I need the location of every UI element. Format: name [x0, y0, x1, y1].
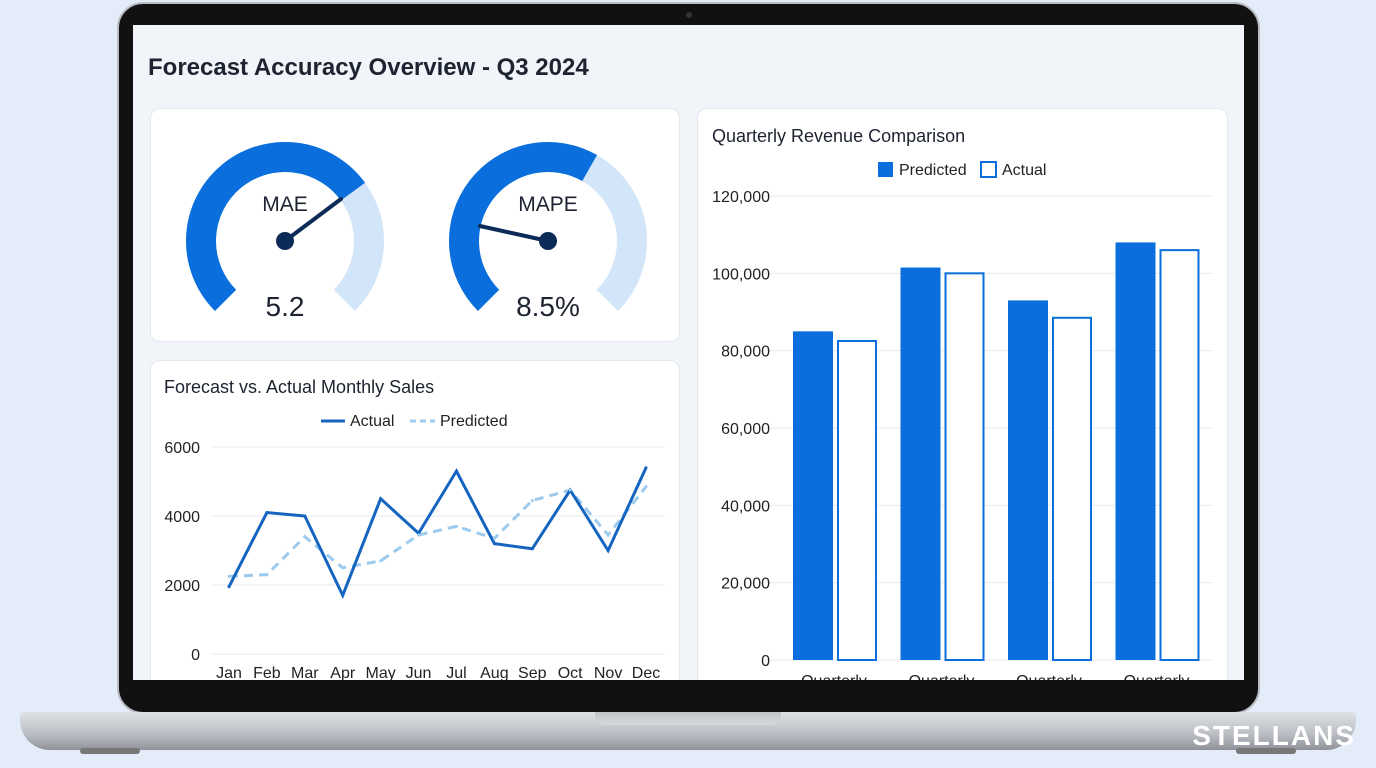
x-tick-label: Oct [558, 665, 583, 680]
needle-hub [276, 232, 294, 250]
actual-point [606, 549, 610, 552]
x-tick-label: Jan [216, 665, 242, 680]
y-tick-label: 6000 [164, 440, 200, 457]
bar-chart: 120,000 100,000 80,000 60,000 40,000 20,000 0 Q… [712, 189, 1212, 680]
x-tick-label: Mar [291, 665, 319, 680]
gauge-value: 8.5% [516, 291, 580, 322]
gauge-mape: MAPE 8.5% [449, 142, 647, 322]
y-tick-label: 80,000 [721, 344, 770, 361]
predicted-point [606, 533, 610, 537]
laptop-foot [80, 748, 140, 754]
x-tick-label: Apr [330, 665, 356, 680]
x-tick-label: Quarterly [909, 673, 975, 680]
predicted-bar [900, 267, 941, 660]
x-tick-label: Sep [518, 665, 547, 680]
gauge-label: MAPE [518, 193, 578, 216]
line-chart-card [150, 360, 680, 680]
legend-actual-label: Actual [350, 413, 394, 430]
predicted-point [644, 485, 648, 489]
predicted-point [379, 559, 383, 563]
gauge-mae: MAE 5.2 [186, 142, 384, 322]
y-tick-label: 100,000 [712, 266, 770, 283]
legend-actual-label: Actual [1002, 162, 1046, 179]
x-tick-label: Aug [480, 665, 508, 680]
x-tick-label: Quarterly [1124, 673, 1190, 680]
y-tick-label: 40,000 [721, 498, 770, 515]
predicted-point [530, 498, 534, 502]
y-tick-label: 2000 [164, 578, 200, 595]
x-tick-label: Nov [594, 665, 622, 680]
x-tick-label: Feb [253, 665, 281, 680]
x-tick-label: Quarterly [1016, 673, 1082, 680]
screen: Forecast Accuracy Overview - Q3 2024 MAE… [133, 25, 1244, 680]
gauge-needle [478, 224, 550, 243]
predicted-point [341, 566, 345, 570]
actual-point [454, 469, 458, 473]
predicted-point [303, 535, 307, 539]
y-tick-label: 60,000 [721, 421, 770, 438]
x-tick-label: Jul [446, 665, 466, 680]
predicted-bar [1115, 242, 1156, 660]
camera-dot [686, 12, 692, 18]
gauge-fill [186, 142, 366, 311]
actual-bar [944, 272, 985, 661]
y-tick-label: 0 [761, 653, 770, 670]
y-tick-label: 120,000 [712, 189, 770, 206]
page-title: Forecast Accuracy Overview - Q3 2024 [148, 54, 589, 81]
legend-predicted-swatch [878, 162, 893, 177]
x-tick-label: Jun [406, 665, 432, 680]
bar-chart-title: Quarterly Revenue Comparison [712, 126, 965, 146]
actual-point [644, 466, 648, 470]
actual-bar [1159, 249, 1200, 661]
y-tick-label: 20,000 [721, 576, 770, 593]
predicted-bar [1008, 300, 1048, 660]
gauge-label: MAE [262, 193, 308, 216]
needle-hub [539, 232, 557, 250]
actual-point [303, 514, 307, 518]
legend-actual-swatch [980, 161, 997, 178]
predicted-point [265, 573, 269, 577]
actual-point [265, 511, 269, 515]
actual-bar [1052, 316, 1092, 661]
actual-point [492, 542, 496, 546]
actual-point [530, 547, 534, 551]
predicted-bar [793, 331, 833, 660]
gauge-value: 5.2 [266, 291, 305, 322]
laptop-foot [1236, 748, 1296, 754]
gauge-fill [449, 142, 598, 311]
y-tick-label: 4000 [164, 509, 200, 526]
actual-point [341, 593, 345, 597]
legend-predicted-label: Predicted [899, 162, 967, 179]
actual-line [227, 467, 648, 600]
x-tick-label: Quarterly [801, 673, 867, 680]
predicted-point [492, 536, 496, 540]
line-chart: 6000 4000 2000 0 Jan Feb Mar Apr May Jun Jul Aug Sep… [164, 440, 665, 680]
line-chart-title: Forecast vs. Actual Monthly Sales [164, 377, 434, 397]
actual-point [379, 497, 383, 501]
laptop-notch [595, 712, 781, 725]
predicted-point [454, 524, 458, 528]
predicted-point [227, 574, 231, 578]
predicted-point [417, 533, 421, 537]
gauge-needle [283, 197, 343, 243]
legend-predicted-label: Predicted [440, 413, 508, 430]
predicted-point [568, 488, 572, 492]
gauge-card [150, 108, 680, 342]
watermark-logo: STELLANS [1192, 720, 1356, 751]
dashboard-canvas: MAE 5.2 MAPE 8.5% Forecast vs. Actual Mo… [164, 126, 1212, 680]
x-tick-label: Dec [632, 665, 660, 680]
actual-bar [837, 340, 877, 661]
y-tick-label: 0 [191, 647, 200, 664]
x-tick-label: May [366, 665, 396, 680]
actual-point [227, 585, 231, 589]
